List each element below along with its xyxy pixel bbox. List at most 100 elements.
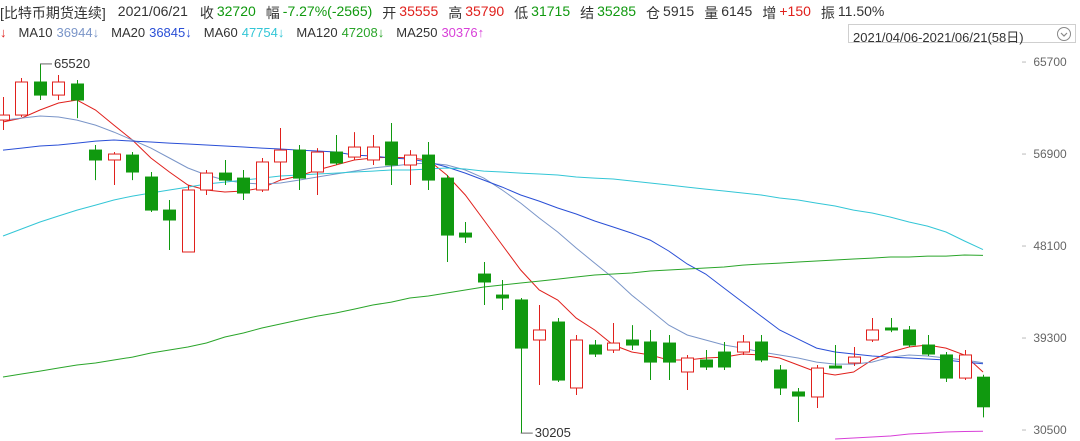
candle-body	[589, 344, 602, 355]
ma-line	[2, 167, 984, 251]
quote-label: 仓	[646, 5, 661, 21]
candle-body	[256, 161, 269, 191]
candle-body	[607, 342, 620, 351]
quote-label: 收	[199, 5, 214, 21]
candle-body	[200, 172, 213, 191]
candle-body	[940, 354, 953, 379]
candle-body	[885, 327, 898, 331]
candle-body	[219, 172, 232, 181]
quote-label: 结	[580, 5, 595, 21]
candle-body	[237, 177, 250, 194]
legend-value: 47208↓	[341, 25, 385, 40]
candle-body	[293, 149, 306, 179]
instrument-title: [比特币期货连续]	[0, 5, 106, 21]
candle-body	[108, 153, 121, 161]
candle-body	[737, 341, 750, 353]
quote-label: 幅	[265, 5, 280, 21]
legend-name: MA120	[296, 25, 338, 40]
candle-body	[71, 83, 84, 101]
quote-label: 高	[448, 5, 463, 21]
candle-body	[866, 329, 879, 341]
dropdown-icon	[1057, 27, 1071, 41]
legend-name: MA250	[396, 25, 438, 40]
y-tick-label: 30500	[1033, 423, 1067, 437]
legend-value: ↓	[0, 25, 7, 40]
legend-value: 30376↑	[441, 25, 485, 40]
candle-body	[34, 81, 47, 96]
candle-body	[959, 354, 972, 379]
candle-body	[0, 114, 10, 121]
candle-body	[626, 339, 639, 346]
quote-header: [比特币期货连续] 2021/06/21 收 32720 幅 -7.27%(-2565…	[0, 3, 894, 23]
y-tick-label: 48100	[1033, 239, 1067, 253]
candle-body	[348, 146, 361, 158]
candle-body	[774, 369, 787, 389]
candle-body	[422, 154, 435, 181]
candle-body	[829, 365, 842, 369]
candle-body	[515, 299, 528, 349]
candle-body	[977, 376, 990, 408]
legend-name: MA10	[18, 25, 53, 40]
candle-body	[367, 146, 380, 161]
candle-body	[811, 367, 824, 398]
candle-body	[145, 176, 158, 211]
candle-body	[496, 294, 509, 299]
y-tick-label: 65700	[1033, 55, 1067, 69]
candle-body	[755, 341, 768, 361]
legend-value: 36944↓	[56, 25, 100, 40]
ma-line	[2, 99, 984, 376]
quote-label: 开	[382, 5, 397, 21]
candle-body	[182, 189, 195, 253]
candle-body	[533, 329, 546, 341]
candle-body	[163, 209, 176, 221]
candle-body	[274, 149, 287, 163]
quote-value: 31715	[531, 3, 571, 19]
candle-body	[126, 154, 139, 173]
quote-value: -7.27%(-2565)	[282, 3, 373, 19]
ma-line	[2, 254, 984, 378]
legend-name: MA60	[203, 25, 238, 40]
range-selector[interactable]: 2021/04/06-2021/06/21(58日)	[848, 24, 1076, 45]
candle-body	[441, 177, 454, 236]
candle-body	[570, 339, 583, 389]
annotation-label: 65520	[54, 56, 90, 71]
candle-body	[385, 141, 398, 166]
ma-line	[2, 115, 984, 365]
candle-body	[663, 342, 676, 363]
legend-value: 47754↓	[241, 25, 285, 40]
quote-value: 6145	[721, 3, 753, 19]
candle-body	[644, 341, 657, 363]
legend-value: 36845↓	[149, 25, 192, 40]
quote-value: 11.50%	[837, 3, 885, 19]
range-text: 2021/04/06-2021/06/21(58日)	[853, 30, 1024, 45]
quote-value: 35285	[597, 3, 637, 19]
quote-value: 35790	[465, 3, 505, 19]
candle-body	[89, 149, 102, 161]
y-tick-label: 39300	[1033, 331, 1067, 345]
candle-body	[922, 344, 935, 355]
quote-label: 增	[762, 5, 777, 21]
candle-body	[903, 329, 916, 346]
quote-label: 量	[704, 5, 719, 21]
quote-date: 2021/06/21	[117, 3, 188, 19]
candle-body	[311, 151, 324, 173]
annotation-label: 30205	[535, 425, 571, 440]
quote-label: 低	[514, 5, 529, 21]
candle-body	[718, 351, 731, 368]
candle-body	[459, 232, 472, 238]
ma-line	[835, 430, 984, 440]
quote-value: +150	[779, 3, 811, 19]
candle-body	[52, 81, 65, 96]
legend-name: MA20	[111, 25, 146, 40]
ma-legend: ↓ MA10 36944↓ MA20 36845↓ MA60 47754↓ MA120 4720…	[0, 25, 496, 40]
ma-line	[2, 139, 984, 365]
candle-body	[681, 357, 694, 373]
y-tick-label: 56900	[1033, 147, 1067, 161]
candle-body	[404, 154, 417, 166]
candle-body	[700, 359, 713, 368]
quote-label: 振	[820, 5, 835, 21]
quote-value: 32720	[216, 3, 256, 19]
candle-body	[552, 321, 565, 381]
